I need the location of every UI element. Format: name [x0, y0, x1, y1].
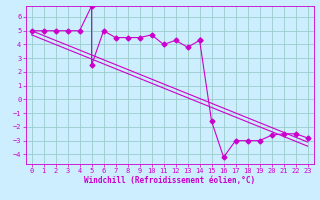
- X-axis label: Windchill (Refroidissement éolien,°C): Windchill (Refroidissement éolien,°C): [84, 176, 255, 185]
